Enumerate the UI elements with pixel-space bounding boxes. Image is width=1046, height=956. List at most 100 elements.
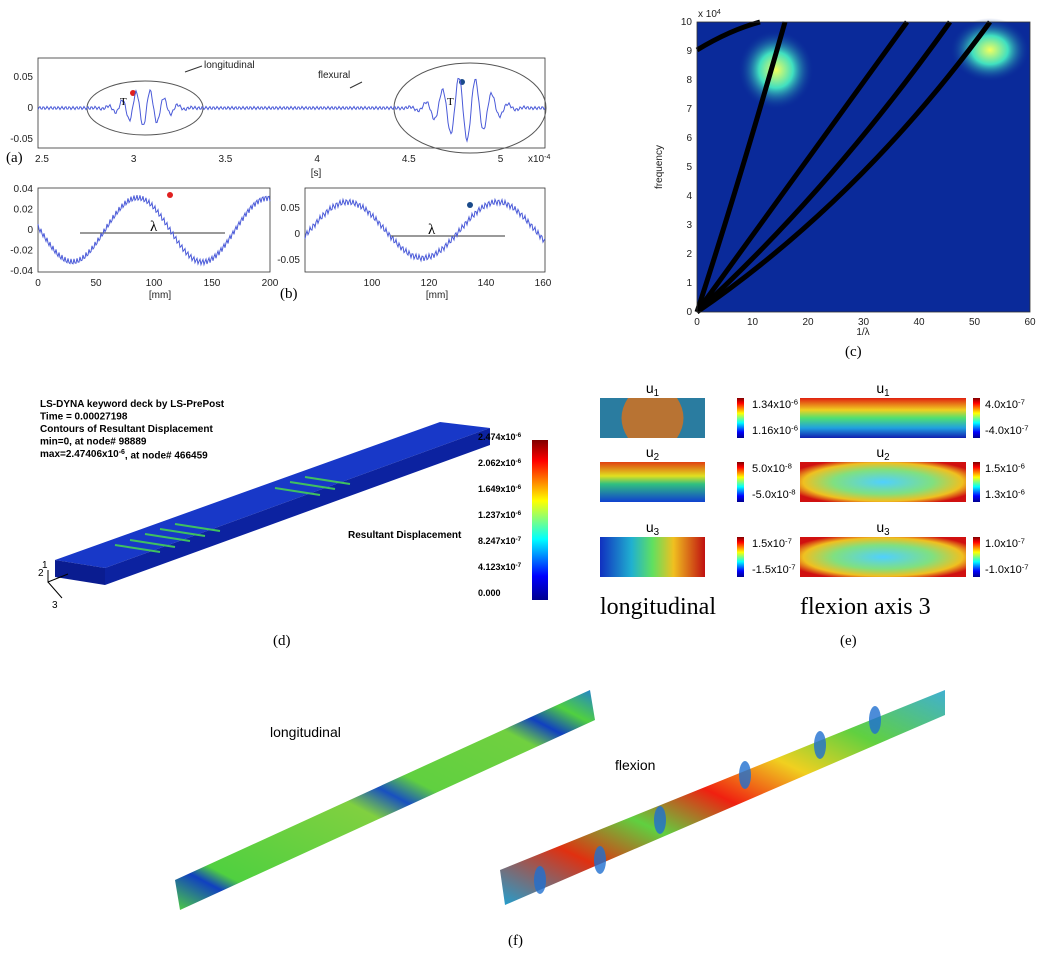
map-title: u3 (876, 519, 890, 538)
x-axis-label: [mm] (149, 290, 171, 301)
x-tick-label: 140 (478, 278, 495, 289)
info-line: Time = 0.00027198 (40, 412, 128, 423)
text-part: -6 (516, 458, 522, 465)
text-part: -6 (791, 398, 798, 407)
panel-label: (e) (840, 633, 857, 649)
axis-label: 2 (38, 568, 44, 579)
x-tick-label: 2.5 (35, 154, 49, 165)
x-tick-label: 3 (131, 154, 137, 165)
text-part: 2 (654, 452, 659, 463)
colorbar-min: 1.16x10-6 (752, 424, 798, 437)
text-part: -7 (1018, 537, 1025, 546)
colorbar-max: 5.0x10-8 (752, 462, 792, 475)
x-tick-label: 0 (694, 317, 700, 328)
energy-spot (950, 18, 1030, 82)
colorbar-min: -1.5x10-7 (752, 563, 796, 576)
x-tick-label: 10 (747, 317, 759, 328)
info-line: LS-DYNA keyword deck by LS-PrePost (40, 399, 225, 410)
colorbar-label: 2.474x10-6 (478, 432, 522, 442)
plot-frame (696, 21, 1031, 313)
annotation: longitudinal (204, 60, 255, 71)
map-title: u3 (646, 519, 660, 538)
text-part: u (876, 444, 884, 460)
x-tick-label: 20 (802, 317, 814, 328)
panel-label: (f) (508, 933, 523, 949)
axis-label: 3 (52, 600, 58, 611)
colorbar-min: 1.3x10-6 (985, 488, 1025, 501)
text-part: -6 (516, 432, 522, 439)
y-tick-label: 0.05 (14, 72, 34, 83)
text-part: -6 (516, 484, 522, 491)
text-part: max=2.47406x10 (40, 449, 119, 460)
y-tick-label: 0 (27, 103, 33, 114)
text-part: 1 (884, 388, 889, 399)
x-axis-label: 1/λ (856, 327, 869, 338)
text-part: 1.3x10 (985, 489, 1018, 501)
y-tick-label: 7 (686, 104, 692, 115)
panel-label: (b) (280, 286, 298, 302)
x-tick-label: 120 (421, 278, 438, 289)
text-part: 1.5x10 (985, 463, 1018, 475)
y-tick-label: 0.04 (14, 184, 34, 195)
peak-marker (167, 192, 173, 198)
colorbar-label: 8.247x10-7 (478, 536, 522, 546)
text-part: -6 (516, 510, 522, 517)
text-part: u (646, 380, 654, 396)
text-part: 1.0x10 (985, 538, 1018, 550)
highlight-ellipse (86, 80, 204, 136)
period-label: T (120, 96, 127, 108)
x-tick-label: 5 (498, 154, 504, 165)
legend-title: Resultant Displacement (348, 530, 462, 541)
map-title: u1 (646, 380, 659, 399)
info-line: Contours of Resultant Displacement (40, 424, 213, 435)
panel-label: (d) (273, 633, 291, 649)
y-tick-label: 2 (686, 249, 692, 260)
text-part: -5.0x10 (752, 489, 789, 501)
y-tick-label: 10 (681, 17, 693, 28)
y-tick-label: -0.02 (10, 246, 33, 257)
colorbar-min: -4.0x10-7 (985, 424, 1029, 437)
text-part: u (876, 380, 884, 396)
signal (37, 77, 546, 143)
y-tick-label: 1 (686, 278, 692, 289)
text-part: 1.649x10 (478, 484, 516, 494)
text-part: 3 (654, 527, 660, 538)
map-title: u2 (876, 444, 889, 463)
text-part: 1.237x10 (478, 510, 516, 520)
mode-maps (600, 398, 980, 577)
x-tick-label: 150 (204, 278, 221, 289)
x-tick-label: 50 (90, 278, 102, 289)
text-part: 2.474x10 (478, 432, 516, 442)
text-part: 2.062x10 (478, 458, 516, 468)
text-part: u (646, 444, 654, 460)
text-part: 4 (717, 9, 721, 16)
colorbar-max: 1.5x10-7 (752, 537, 792, 550)
x-tick-label: 4 (314, 154, 320, 165)
colorbar-max: 1.5x10-6 (985, 462, 1025, 475)
annotation: flexural (318, 70, 350, 81)
y-tick-label: 3 (686, 220, 692, 231)
wavelength-label: λ (150, 219, 158, 235)
x-tick-label: 50 (969, 317, 981, 328)
beam-label: longitudinal (270, 724, 341, 740)
y-tick-label: 0.02 (14, 205, 34, 216)
beam-label: flexion (615, 757, 655, 773)
column-title: flexion axis 3 (800, 594, 931, 620)
period-label: T (447, 96, 454, 108)
energy-spot (738, 30, 814, 110)
deformed-beams (175, 690, 945, 910)
y-tick-label: 0 (294, 229, 300, 240)
map-title: u1 (876, 380, 889, 399)
axis-label: 1 (42, 560, 48, 571)
text-part: -1.5x10 (752, 564, 789, 576)
y-tick-label: 0.05 (281, 203, 301, 214)
plot-frame (37, 57, 546, 149)
y-tick-label: -0.04 (10, 266, 33, 277)
signal (304, 197, 546, 263)
colorbar-label: 1.237x10-6 (478, 510, 522, 520)
panel-label: (a) (6, 150, 23, 166)
y-tick-label: -0.05 (10, 134, 33, 145)
colorbar-max: 1.34x10-6 (752, 398, 798, 411)
annotation-arrow (184, 65, 363, 89)
